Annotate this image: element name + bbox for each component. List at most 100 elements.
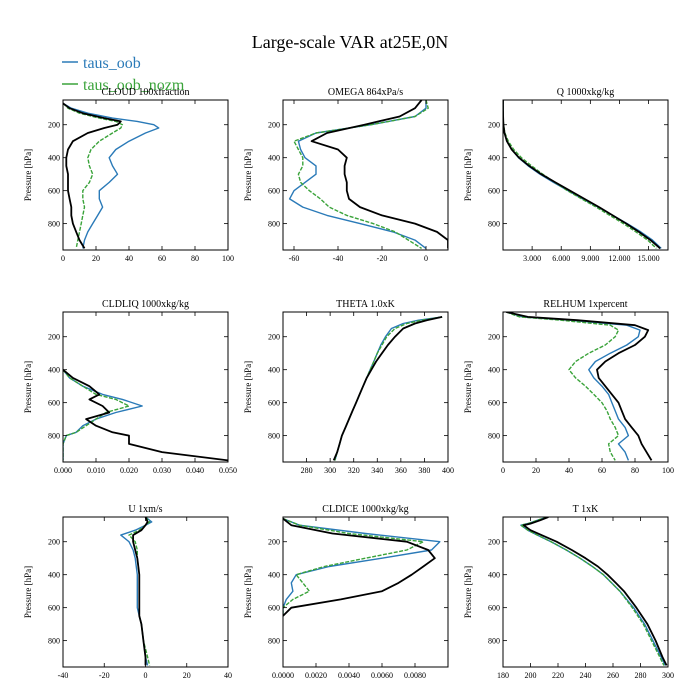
y-axis-label: Pressure [hPa] <box>463 566 473 618</box>
y-tick-label: 400 <box>268 366 280 375</box>
x-tick-label: 0.0000 <box>272 671 294 680</box>
x-tick-label: 0.010 <box>87 466 105 475</box>
x-tick-label: 0 <box>144 671 148 680</box>
y-tick-label: 600 <box>48 187 60 196</box>
y-tick-label: 800 <box>268 220 280 229</box>
y-tick-label: 800 <box>48 432 60 441</box>
y-tick-label: 200 <box>268 121 280 130</box>
x-tick-label: 0.040 <box>186 466 204 475</box>
plot-frame <box>62 311 229 463</box>
y-tick-label: 200 <box>268 333 280 342</box>
y-tick-label: 400 <box>488 154 500 163</box>
y-tick-label: 600 <box>268 604 280 613</box>
legend: taus_oob taus_oob_nozm <box>62 55 185 94</box>
x-tick-label: 100 <box>662 466 674 475</box>
panel-title: U 1xm/s <box>128 504 162 515</box>
x-tick-label: 40 <box>125 254 133 263</box>
figure-title: Large-scale VAR at25E,0N <box>252 32 448 52</box>
series-line-3 <box>332 316 443 461</box>
series-line-1 <box>503 100 662 249</box>
y-axis-label: Pressure [hPa] <box>23 149 33 201</box>
x-tick-label: 280 <box>635 671 647 680</box>
y-tick-label: 200 <box>48 538 60 547</box>
x-tick-label: 100 <box>222 254 234 263</box>
x-tick-label: 40 <box>565 466 573 475</box>
x-tick-label: -40 <box>333 254 344 263</box>
x-tick-label: -40 <box>58 671 69 680</box>
panel-title: THETA 1.0xK <box>336 299 395 310</box>
series-line-3 <box>503 100 661 250</box>
series-line-3 <box>310 100 448 249</box>
x-tick-label: 240 <box>580 671 592 680</box>
plot-frame <box>502 99 669 251</box>
panel-2: OMEGA 864xPa/s Pressure [hPa] 200 400 600 800… <box>243 87 449 263</box>
y-tick-label: 400 <box>268 154 280 163</box>
y-tick-label: 800 <box>48 637 60 646</box>
x-tick-label: 0.0040 <box>338 671 360 680</box>
x-tick-label: 0.020 <box>120 466 138 475</box>
x-tick-label: 260 <box>607 671 619 680</box>
series-line-1 <box>334 316 443 461</box>
series-line-1 <box>63 102 160 249</box>
x-tick-label: 340 <box>371 466 383 475</box>
y-tick-label: 400 <box>48 571 60 580</box>
series-line-2 <box>63 102 124 249</box>
plot-frame <box>502 311 669 463</box>
panel-8: CLDICE 1000xkg/kg Pressure [hPa] 200 400 600… <box>243 504 449 680</box>
y-tick-label: 800 <box>268 637 280 646</box>
series-line-3 <box>283 517 436 617</box>
series-line-3 <box>63 369 228 462</box>
plot-frame <box>282 99 449 251</box>
x-tick-label: 12.000 <box>608 254 630 263</box>
x-tick-label: 0.0080 <box>404 671 426 680</box>
x-tick-label: 80 <box>631 466 639 475</box>
panel-title: CLDLIQ 1000xkg/kg <box>102 299 189 310</box>
y-tick-label: 600 <box>48 604 60 613</box>
x-tick-label: 0 <box>501 466 505 475</box>
panel-3: Q 1000xkg/kg Pressure [hPa] 200 400 600 800 3.… <box>463 87 669 263</box>
x-tick-label: 300 <box>662 671 674 680</box>
x-tick-label: 280 <box>301 466 313 475</box>
y-tick-label: 400 <box>268 571 280 580</box>
x-tick-label: 320 <box>348 466 360 475</box>
x-tick-label: 20 <box>92 254 100 263</box>
panel-title: CLDICE 1000xkg/kg <box>322 504 408 515</box>
y-tick-label: 400 <box>48 366 60 375</box>
x-tick-label: 15.000 <box>638 254 660 263</box>
y-tick-label: 800 <box>488 220 500 229</box>
x-tick-label: 0.050 <box>219 466 237 475</box>
series-line-2 <box>503 100 657 249</box>
x-tick-label: 300 <box>324 466 336 475</box>
series-line-3 <box>132 517 149 666</box>
x-tick-label: 20 <box>183 671 191 680</box>
panel-title: RELHUM 1xpercent <box>543 299 627 310</box>
x-tick-label: 220 <box>552 671 564 680</box>
series-line-2 <box>63 369 130 461</box>
y-axis-label: Pressure [hPa] <box>243 149 253 201</box>
y-tick-label: 600 <box>488 604 500 613</box>
x-tick-label: 400 <box>442 466 454 475</box>
plot-frame <box>62 516 229 668</box>
y-tick-label: 400 <box>488 571 500 580</box>
plot-frame <box>62 99 229 251</box>
series-line-2 <box>334 316 443 461</box>
series-line-3 <box>506 312 653 461</box>
y-tick-label: 600 <box>268 399 280 408</box>
panel-9: T 1xK Pressure [hPa] 200 400 600 800 180 200 220… <box>463 504 674 680</box>
y-tick-label: 200 <box>488 538 500 547</box>
y-tick-label: 400 <box>488 366 500 375</box>
y-tick-label: 800 <box>488 637 500 646</box>
legend-label-2: taus_oob_nozm <box>83 77 185 94</box>
y-axis-label: Pressure [hPa] <box>463 361 473 413</box>
series-line-3 <box>63 102 122 249</box>
legend-label-1: taus_oob <box>83 55 141 72</box>
y-tick-label: 200 <box>488 333 500 342</box>
y-tick-label: 800 <box>488 432 500 441</box>
series-line-3 <box>522 517 668 666</box>
x-tick-label: 3.000 <box>523 254 541 263</box>
x-tick-label: 0 <box>424 254 428 263</box>
x-tick-label: -20 <box>377 254 388 263</box>
